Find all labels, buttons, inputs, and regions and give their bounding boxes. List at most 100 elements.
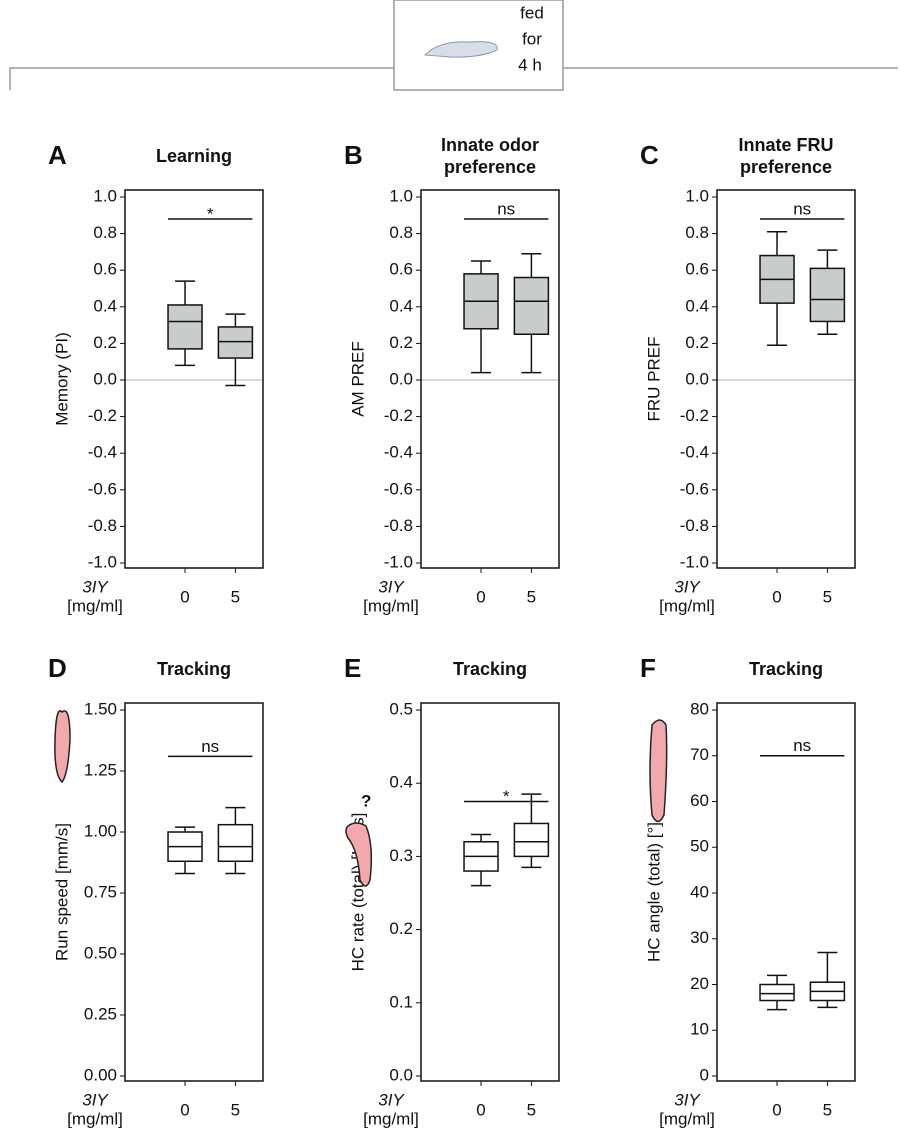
significance-label: ns	[793, 199, 811, 218]
y-axis-label: Memory (PI)	[52, 332, 71, 426]
y-tick-label: 50	[690, 837, 709, 856]
y-tick-label: 0.8	[685, 223, 709, 242]
bracket-line	[9, 67, 898, 90]
y-tick-label: 1.00	[84, 821, 117, 840]
panel-letter: D	[48, 653, 67, 683]
x-axis-label: 3IY	[378, 577, 405, 596]
y-tick-label: 0.2	[389, 919, 413, 938]
significance-label: *	[503, 787, 510, 806]
y-tick-label: 0.4	[389, 773, 413, 792]
y-tick-label: -0.6	[88, 479, 117, 498]
y-tick-label: 0.4	[685, 296, 709, 315]
y-tick-label: -0.8	[88, 516, 117, 535]
x-tick-label: 0	[772, 587, 781, 606]
box	[759, 983, 795, 1002]
x-axis-label: [mg/ml]	[67, 1109, 123, 1128]
y-tick-label: 0.1	[389, 992, 413, 1011]
y-tick-label: 0.6	[93, 260, 117, 279]
panel-letter: C	[640, 140, 659, 170]
x-tick-label: 0	[772, 1100, 781, 1119]
y-tick-label: 30	[690, 928, 709, 947]
y-tick-label: 70	[690, 745, 709, 764]
x-tick-label: 0	[180, 1100, 189, 1119]
y-tick-label: 0	[700, 1065, 709, 1084]
box	[217, 823, 254, 863]
y-tick-label: -1.0	[88, 552, 117, 571]
x-tick-label: 0	[476, 587, 485, 606]
panel: A Learning 1.0 0.8 0.6 0.4 0.2 0.0 -0.2 -0.4 -0.6 -…	[48, 140, 264, 615]
x-tick-label: 5	[527, 1100, 536, 1119]
y-tick-label: 1.0	[93, 186, 117, 205]
y-tick-label: -0.4	[680, 443, 709, 462]
plot-frame	[716, 189, 856, 569]
panel-letter: F	[640, 653, 656, 683]
y-tick-label: 1.0	[685, 186, 709, 205]
x-tick-label: 5	[527, 587, 536, 606]
y-tick-label: 0.5	[389, 699, 413, 718]
larva-icon	[423, 41, 498, 58]
x-axis-label: 3IY	[674, 577, 701, 596]
x-axis-label: [mg/ml]	[659, 1109, 715, 1128]
panel: D Tracking 0.00 0.25 0.50 0.75 1.00 1.25 1.50 Run…	[48, 653, 264, 1128]
y-tick-label: -0.4	[88, 443, 117, 462]
header: fed for 4 h	[9, 0, 898, 91]
header-text: fed	[520, 3, 544, 22]
y-tick-label: 0.2	[389, 333, 413, 352]
y-axis-label: FRU PREF	[644, 337, 663, 422]
chart-title: preference	[740, 157, 832, 177]
chart-title: Innate odor	[441, 135, 539, 155]
y-tick-label: 1.50	[84, 699, 117, 718]
x-tick-label: 5	[823, 587, 832, 606]
significance-label: ns	[497, 199, 515, 218]
y-tick-label: -0.2	[384, 406, 413, 425]
larva-icon	[345, 822, 373, 887]
y-tick-label: 0.50	[84, 943, 117, 962]
x-axis-label: 3IY	[378, 1090, 405, 1109]
y-axis-label: AM PREF	[348, 341, 367, 417]
larva-icon	[649, 719, 668, 823]
x-tick-label: 5	[231, 1100, 240, 1119]
header-text: for	[522, 29, 542, 48]
significance-label: ns	[793, 736, 811, 755]
y-tick-label: -0.4	[384, 443, 413, 462]
panel-letter: E	[344, 653, 361, 683]
x-axis-label: [mg/ml]	[659, 596, 715, 615]
icon-text: ?	[361, 791, 371, 810]
y-axis-label: Run speed [mm/s]	[52, 823, 71, 961]
plot-frame	[420, 189, 560, 569]
y-tick-label: -0.6	[384, 479, 413, 498]
box	[217, 326, 254, 359]
y-tick-label: 0.2	[685, 333, 709, 352]
y-tick-label: 0.0	[93, 369, 117, 388]
y-tick-label: -0.8	[384, 516, 413, 535]
chart-title: Tracking	[749, 659, 823, 679]
x-tick-label: 0	[180, 587, 189, 606]
y-tick-label: 0.2	[93, 333, 117, 352]
y-tick-label: -1.0	[680, 552, 709, 571]
x-axis-label: [mg/ml]	[363, 1109, 419, 1128]
y-tick-label: 80	[690, 699, 709, 718]
y-tick-label: 0.6	[389, 260, 413, 279]
x-axis-label: 3IY	[82, 1090, 109, 1109]
chart-title: Tracking	[157, 659, 231, 679]
x-tick-label: 0	[476, 1100, 485, 1119]
y-tick-label: 1.25	[84, 760, 117, 779]
box	[513, 822, 550, 858]
y-tick-label: 0.3	[389, 846, 413, 865]
x-axis-label: [mg/ml]	[67, 596, 123, 615]
y-tick-label: 0.0	[389, 1065, 413, 1084]
y-tick-label: 0.6	[685, 260, 709, 279]
panel-letter: B	[344, 140, 363, 170]
panel-letter: A	[48, 140, 67, 170]
plot-frame	[716, 702, 856, 1082]
box	[513, 276, 550, 335]
plot-frame	[124, 702, 264, 1082]
box	[809, 267, 846, 323]
chart-title: Tracking	[453, 659, 527, 679]
y-tick-label: -0.2	[88, 406, 117, 425]
y-tick-label: -0.6	[680, 479, 709, 498]
